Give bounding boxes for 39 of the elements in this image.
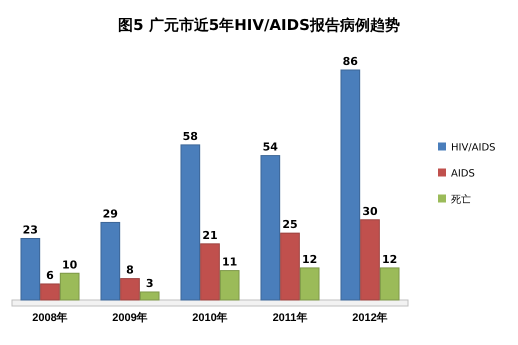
x-tick-label: 2008年 <box>32 310 68 324</box>
data-label: 12 <box>382 252 398 266</box>
data-label: 10 <box>62 258 78 272</box>
x-tick-label: 2012年 <box>352 310 388 324</box>
bar <box>140 291 160 300</box>
x-tick-label: 2011年 <box>272 310 308 324</box>
legend-label: 死亡 <box>451 194 471 206</box>
data-label: 25 <box>282 218 298 232</box>
legend-label: HIV/AIDS <box>451 142 496 154</box>
bar <box>280 232 300 300</box>
bar <box>180 144 200 300</box>
bar <box>220 270 240 300</box>
data-label: 54 <box>262 140 278 154</box>
data-label: 11 <box>222 256 238 269</box>
x-tick-label: 2010年 <box>192 310 228 324</box>
bar <box>260 155 280 300</box>
bar <box>200 243 220 300</box>
data-label: 6 <box>46 268 54 282</box>
x-tick-label: 2009年 <box>112 310 148 324</box>
data-label: 29 <box>102 207 118 220</box>
bar <box>340 70 360 300</box>
data-label: 86 <box>342 55 358 68</box>
data-label: 58 <box>182 130 198 143</box>
bar <box>300 267 320 300</box>
bar <box>40 283 60 300</box>
bar <box>100 222 120 300</box>
bar <box>60 272 80 300</box>
bar <box>380 267 400 300</box>
data-label: 8 <box>126 264 134 277</box>
data-label: 30 <box>362 204 378 218</box>
data-label: 21 <box>202 228 218 242</box>
bar <box>120 278 140 300</box>
data-label: 12 <box>302 252 318 266</box>
chart-title: 图5 广元市近5年HIV/AIDS报告病例趋势 <box>118 16 400 34</box>
legend-label: AIDS <box>451 168 475 180</box>
data-label: 23 <box>22 223 38 236</box>
bar <box>360 219 380 300</box>
bar <box>20 238 40 300</box>
data-label: 3 <box>146 276 154 290</box>
